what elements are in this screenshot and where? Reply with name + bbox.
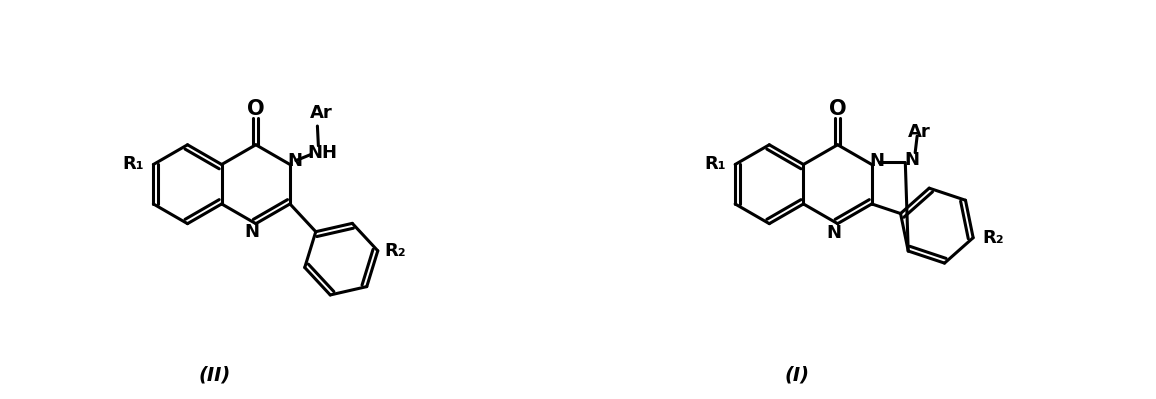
Text: NH: NH [307, 144, 338, 162]
Text: R₁: R₁ [705, 156, 726, 174]
Text: Ar: Ar [310, 104, 333, 122]
Text: (I): (I) [785, 365, 809, 384]
Text: O: O [829, 99, 846, 119]
Text: R₁: R₁ [123, 156, 144, 174]
Text: N: N [869, 152, 884, 170]
Text: N: N [905, 150, 920, 168]
Text: N: N [827, 223, 842, 241]
Text: O: O [247, 99, 265, 119]
Text: (II): (II) [199, 365, 231, 384]
Text: N: N [288, 152, 303, 170]
Text: N: N [244, 223, 259, 241]
Text: R₂: R₂ [385, 242, 407, 260]
Text: R₂: R₂ [983, 229, 1003, 247]
Text: Ar: Ar [907, 123, 931, 141]
